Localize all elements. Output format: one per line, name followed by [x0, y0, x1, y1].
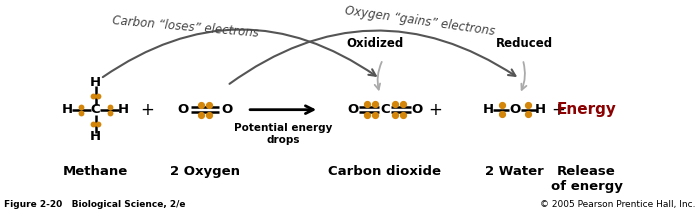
- Text: Release
of energy: Release of energy: [551, 165, 622, 193]
- Text: H: H: [90, 76, 101, 89]
- Text: +: +: [428, 101, 442, 119]
- Text: +: +: [552, 101, 566, 119]
- Text: Energy: Energy: [556, 102, 617, 117]
- Text: O: O: [509, 103, 520, 116]
- Text: H: H: [90, 130, 101, 143]
- Text: Figure 2-20   Biological Science, 2/e: Figure 2-20 Biological Science, 2/e: [4, 200, 186, 209]
- Text: C: C: [91, 103, 100, 116]
- Text: C: C: [380, 103, 390, 116]
- Text: 2 Oxygen: 2 Oxygen: [170, 165, 240, 178]
- FancyArrowPatch shape: [230, 31, 515, 84]
- Text: 2 Water: 2 Water: [485, 165, 544, 178]
- Text: Oxidized: Oxidized: [346, 37, 404, 50]
- Text: Methane: Methane: [63, 165, 128, 178]
- Text: Carbon “loses” electrons: Carbon “loses” electrons: [111, 15, 259, 40]
- Text: H: H: [535, 103, 546, 116]
- Text: O: O: [178, 103, 189, 116]
- Text: Reduced: Reduced: [496, 37, 553, 50]
- Text: Potential energy
drops: Potential energy drops: [234, 123, 332, 145]
- Text: O: O: [222, 103, 233, 116]
- Text: © 2005 Pearson Prentice Hall, Inc.: © 2005 Pearson Prentice Hall, Inc.: [540, 200, 696, 209]
- Text: +: +: [141, 101, 154, 119]
- FancyArrowPatch shape: [103, 29, 376, 77]
- Text: Oxygen “gains” electrons: Oxygen “gains” electrons: [344, 4, 496, 38]
- Text: O: O: [411, 103, 423, 116]
- Text: H: H: [118, 103, 129, 116]
- Text: Carbon dioxide: Carbon dioxide: [328, 165, 442, 178]
- Text: H: H: [62, 103, 73, 116]
- Text: H: H: [483, 103, 494, 116]
- Text: O: O: [347, 103, 358, 116]
